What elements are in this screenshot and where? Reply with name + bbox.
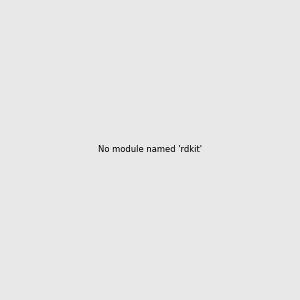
Text: No module named 'rdkit': No module named 'rdkit' — [98, 146, 202, 154]
